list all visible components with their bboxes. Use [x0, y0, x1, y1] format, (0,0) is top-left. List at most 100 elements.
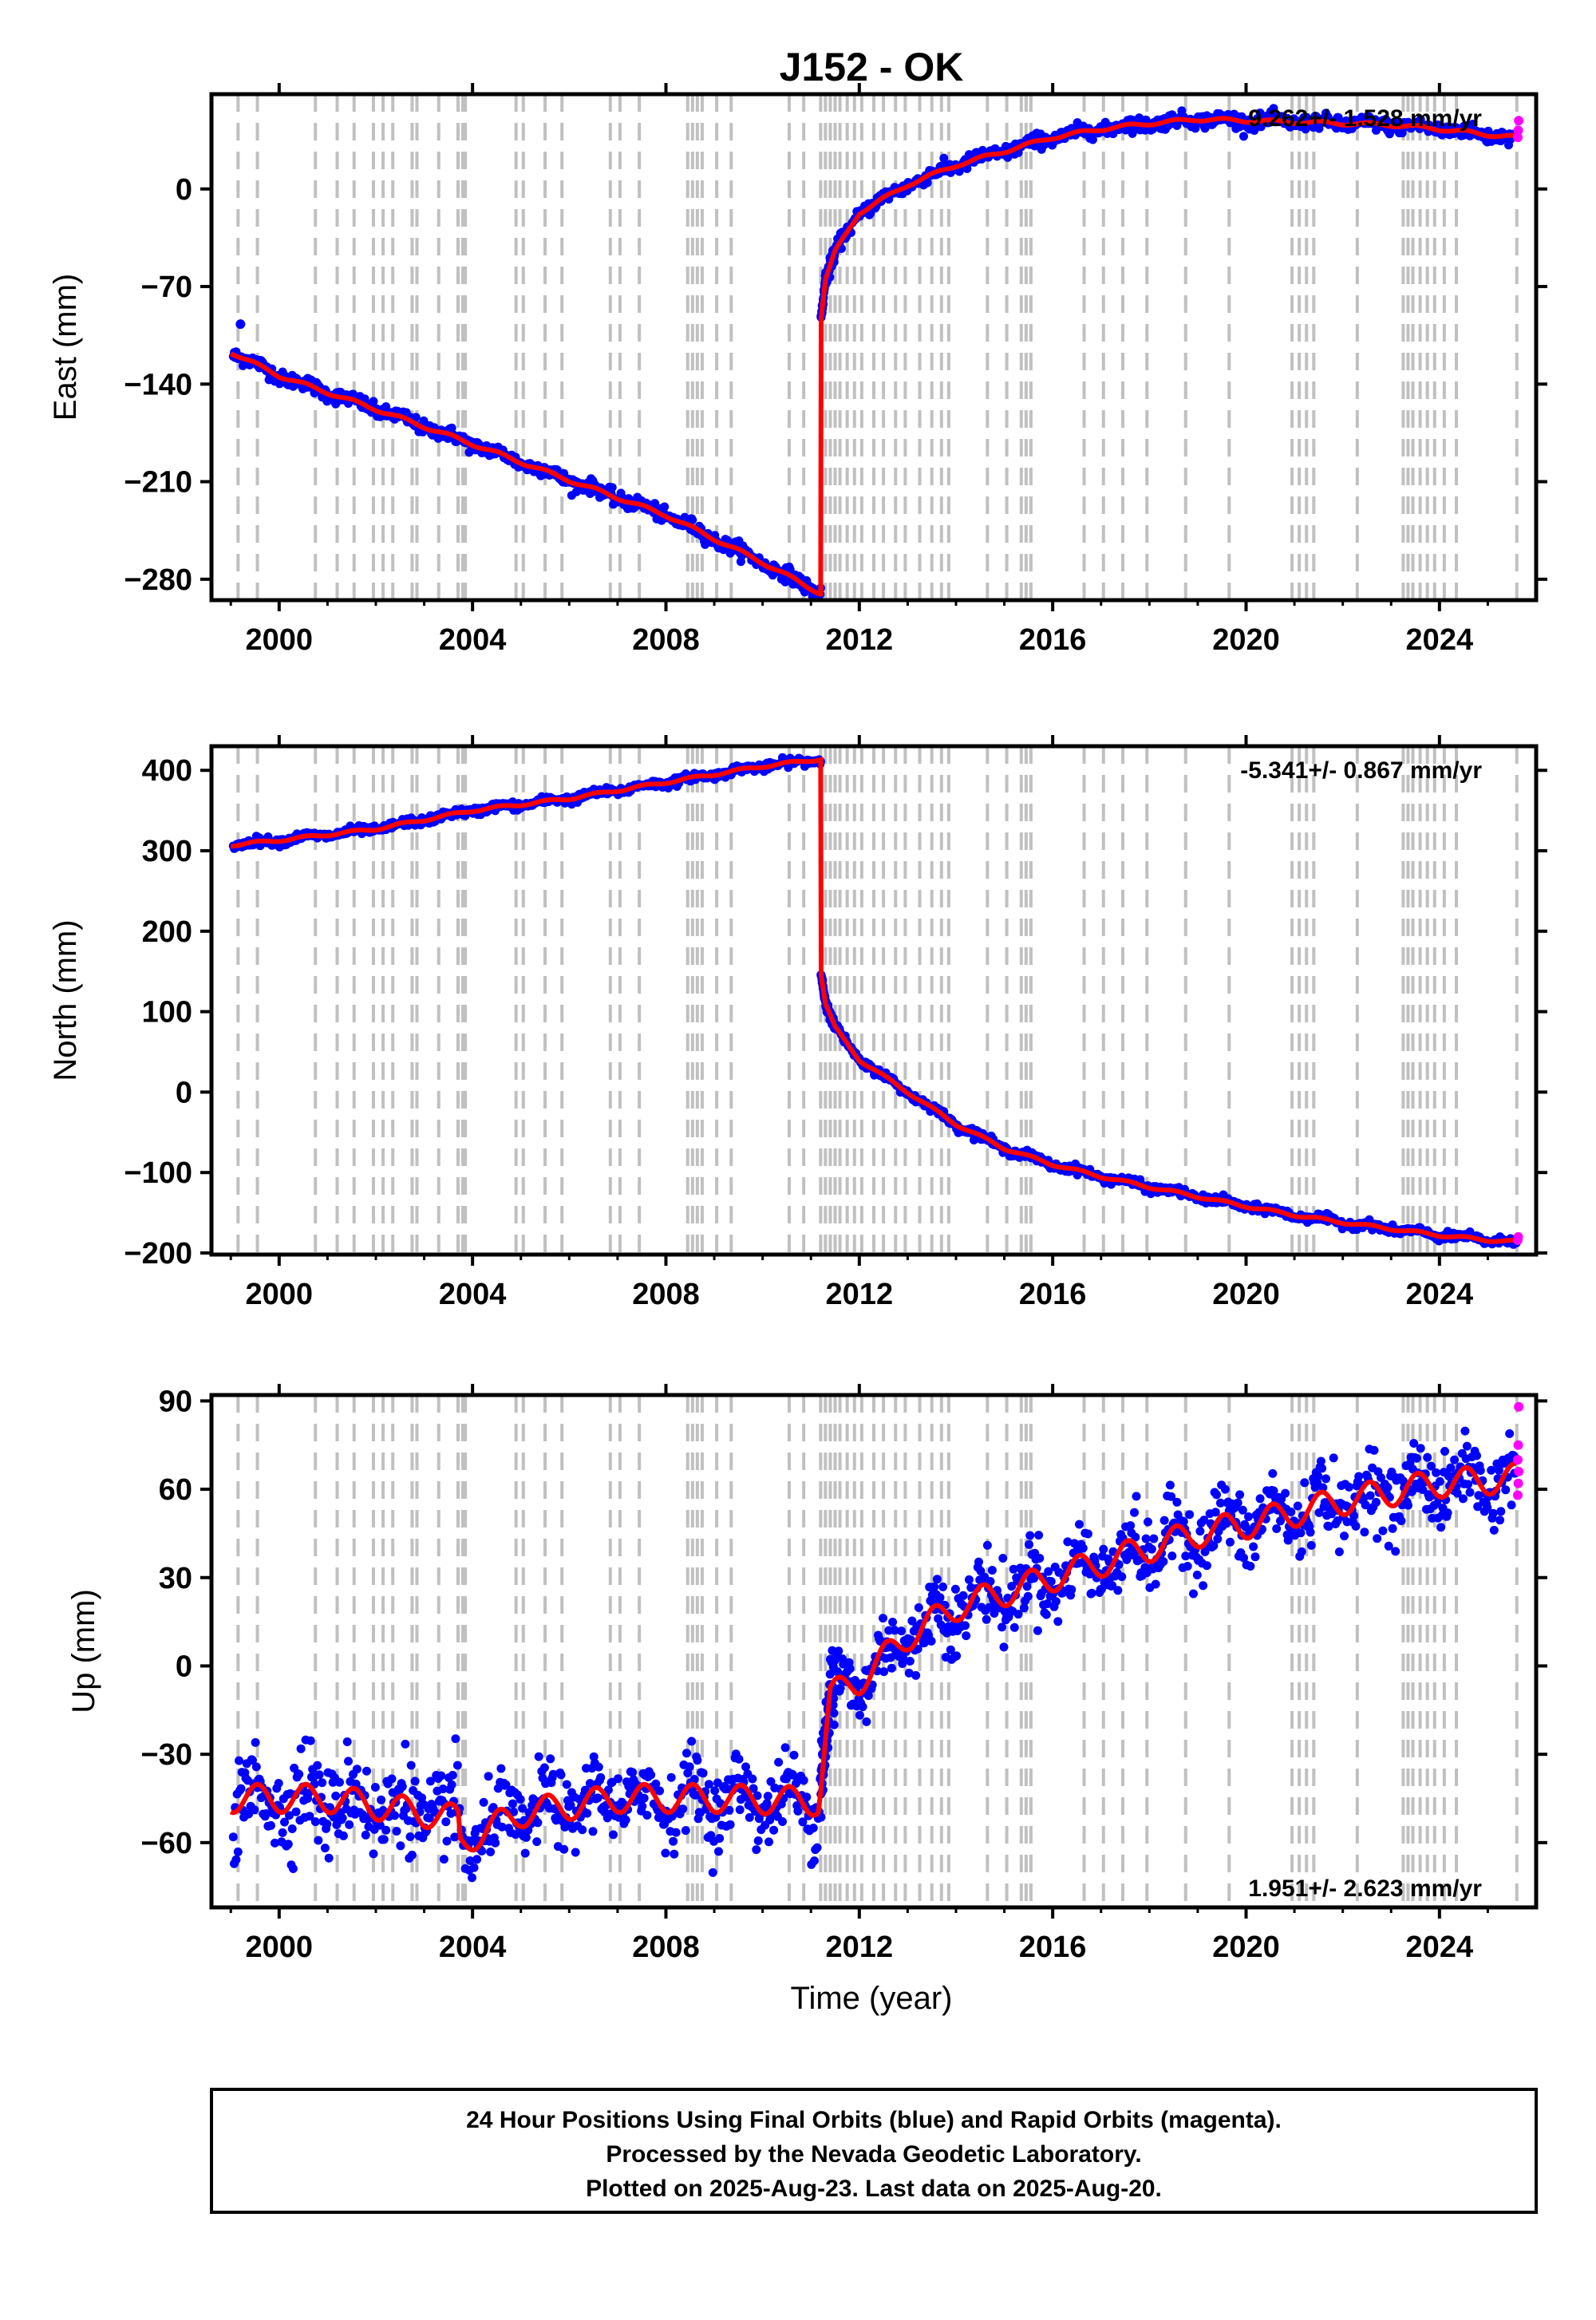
- data-point: [671, 1828, 681, 1837]
- data-point: [987, 1566, 997, 1575]
- data-point: [1412, 1453, 1421, 1463]
- data-point: [845, 1664, 855, 1674]
- data-point: [469, 1863, 479, 1872]
- data-point: [1314, 1472, 1323, 1481]
- y-tick-label: 0: [176, 173, 192, 207]
- data-point: [1464, 1480, 1473, 1489]
- data-point: [1199, 1581, 1208, 1591]
- x-tick-label: 2004: [439, 1278, 507, 1311]
- y-tick-label: −280: [124, 563, 192, 597]
- data-point: [1507, 1500, 1516, 1510]
- data-point: [1067, 1585, 1077, 1595]
- data-point: [578, 1825, 587, 1835]
- data-point: [1306, 1540, 1316, 1550]
- data-point: [1147, 1544, 1156, 1554]
- y-tick-label: −140: [124, 368, 192, 401]
- data-point: [1144, 1517, 1152, 1527]
- data-point: [789, 1750, 799, 1760]
- data-point: [313, 1761, 322, 1770]
- data-point: [324, 1853, 334, 1863]
- data-point: [314, 1836, 323, 1845]
- data-point: [556, 1770, 566, 1780]
- x-tick-label: 2016: [1019, 623, 1087, 657]
- data-point: [887, 1663, 896, 1673]
- plot-frame: [209, 92, 1539, 603]
- data-point: [715, 1834, 725, 1843]
- data-point: [958, 1591, 968, 1600]
- data-point: [710, 1786, 720, 1796]
- rapid-orbit-point: [1514, 116, 1524, 126]
- y-axis-title: North (mm): [48, 919, 83, 1081]
- x-tick-label: 2004: [439, 623, 507, 657]
- data-point: [1268, 1468, 1278, 1478]
- data-point: [685, 1762, 694, 1772]
- data-point: [310, 1817, 320, 1827]
- data-point: [914, 1603, 923, 1612]
- y-tick-label: −70: [141, 271, 192, 304]
- data-point: [496, 1764, 506, 1773]
- data-point: [1117, 1572, 1127, 1582]
- data-point: [439, 1855, 448, 1864]
- data-point: [982, 1615, 991, 1624]
- data-point: [397, 1782, 407, 1792]
- data-point: [922, 178, 932, 188]
- data-point: [1099, 1544, 1108, 1554]
- data-point: [858, 1702, 867, 1712]
- data-point: [472, 1855, 482, 1864]
- data-point: [411, 413, 421, 422]
- data-point: [352, 1765, 361, 1774]
- data-point: [655, 1786, 665, 1796]
- y-tick-label: 0: [176, 1076, 192, 1109]
- rapid-orbit-point: [1513, 1440, 1523, 1450]
- data-point: [1035, 1554, 1045, 1563]
- data-point: [1034, 1531, 1044, 1540]
- data-point: [322, 1820, 332, 1828]
- data-point: [1033, 1626, 1042, 1635]
- data-point: [961, 1621, 970, 1630]
- data-point: [1321, 1474, 1330, 1484]
- x-tick-label: 2012: [826, 1278, 894, 1311]
- data-point: [508, 1799, 517, 1808]
- data-point: [448, 1770, 457, 1780]
- data-point: [251, 1762, 261, 1772]
- x-tick-label: 2020: [1212, 1278, 1280, 1311]
- y-tick-label: 60: [159, 1473, 192, 1507]
- data-point: [1249, 1542, 1258, 1551]
- data-point: [614, 1774, 622, 1784]
- data-point: [998, 1554, 1008, 1563]
- data-point: [1053, 1617, 1063, 1626]
- data-point: [911, 1670, 921, 1680]
- data-point: [1189, 1589, 1198, 1599]
- data-point: [1443, 1508, 1452, 1518]
- final-orbit-points: [228, 753, 1521, 1249]
- x-tick-label: 2000: [246, 623, 314, 657]
- north-panel: 400 300 200 100 0 −100 −200 2000 2004 2008 2012 201…: [48, 735, 1547, 1311]
- data-point: [231, 1855, 241, 1864]
- data-point: [338, 1831, 348, 1840]
- data-point: [830, 1656, 839, 1666]
- x-tick-label: 2016: [1019, 1278, 1087, 1311]
- data-point: [1450, 1455, 1460, 1464]
- data-point: [250, 1805, 259, 1815]
- data-point: [974, 1557, 983, 1567]
- data-point: [1132, 1492, 1141, 1501]
- data-point: [1183, 1562, 1192, 1571]
- data-point: [588, 1827, 598, 1836]
- data-point: [698, 1769, 708, 1778]
- rapid-orbit-point: [1514, 1401, 1524, 1412]
- data-point: [646, 1770, 656, 1780]
- data-point: [1075, 1520, 1084, 1529]
- data-point: [1391, 1547, 1400, 1556]
- y-tick-label: −60: [141, 1827, 192, 1860]
- data-point: [799, 1776, 808, 1785]
- east-panel: 0 −70 −140 −210 −280 2000 2004 2008 2012 2016 2020…: [48, 83, 1547, 657]
- data-point: [410, 1777, 420, 1786]
- data-point: [1369, 1445, 1379, 1455]
- data-point: [451, 1734, 460, 1744]
- data-point: [642, 1811, 652, 1820]
- y-tick-label: −210: [124, 466, 192, 500]
- data-point: [1440, 1447, 1449, 1456]
- data-point: [1255, 1494, 1265, 1504]
- data-point: [532, 1837, 542, 1847]
- data-point: [442, 1836, 452, 1846]
